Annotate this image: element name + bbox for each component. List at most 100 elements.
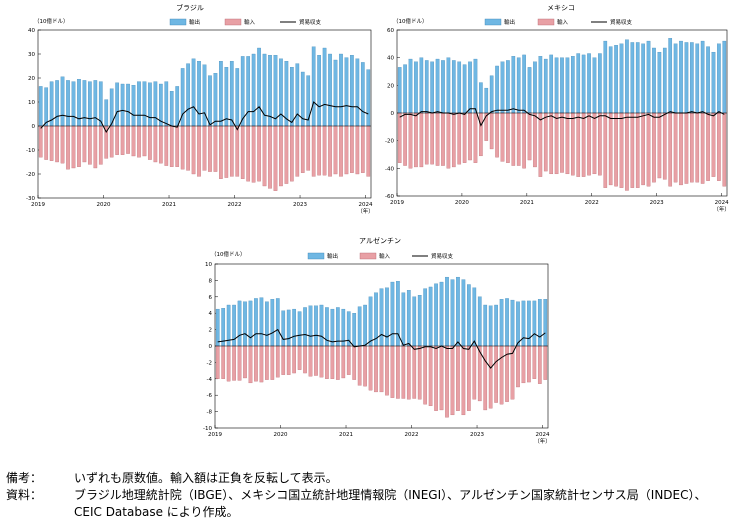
export-bar <box>499 299 504 347</box>
x-tick-label: 2020 <box>97 202 111 208</box>
export-bar <box>88 81 92 127</box>
export-bar <box>506 60 510 114</box>
export-bar <box>142 81 147 127</box>
export-bar <box>717 43 721 114</box>
export-bar <box>516 57 521 114</box>
y-tick-label: 20 <box>387 83 394 89</box>
export-bar <box>625 39 629 114</box>
export-bar <box>153 81 158 127</box>
import-bar <box>434 345 438 411</box>
export-bar <box>290 67 294 127</box>
import-bar <box>197 125 201 177</box>
import-bar <box>295 125 300 177</box>
export-bar <box>722 40 727 114</box>
import-bar <box>401 345 406 399</box>
import-bar <box>221 345 226 379</box>
export-bar <box>603 40 608 114</box>
export-bar <box>608 46 613 114</box>
import-bar <box>565 112 570 175</box>
import-bar <box>532 345 537 379</box>
import-bar <box>560 112 564 173</box>
export-bar <box>516 301 520 347</box>
export-bar <box>243 301 247 347</box>
export-bar <box>186 63 190 127</box>
import-bar <box>275 345 280 378</box>
legend-export-swatch <box>169 18 187 26</box>
import-bar <box>592 112 597 175</box>
legend-import-swatch <box>224 18 242 26</box>
import-bar <box>186 125 190 171</box>
chart-title: メキシコ <box>547 4 575 12</box>
export-bar <box>641 43 645 114</box>
y-tick-label: -2 <box>207 360 212 366</box>
import-bar <box>527 112 532 161</box>
export-bar <box>532 300 537 347</box>
export-bar <box>706 46 710 114</box>
export-bar <box>576 53 581 114</box>
import-bar <box>109 125 114 158</box>
export-bar <box>259 297 264 347</box>
export-bar <box>229 61 234 127</box>
import-bar <box>265 345 269 380</box>
import-bar <box>292 345 296 374</box>
export-bar <box>137 81 141 127</box>
export-bar <box>379 288 384 347</box>
import-bar <box>82 125 87 163</box>
export-bar <box>537 299 542 347</box>
export-bar <box>403 64 407 114</box>
import-bar <box>368 345 373 391</box>
export-bar <box>251 53 256 127</box>
export-bar <box>468 61 472 114</box>
import-bar <box>456 345 460 411</box>
export-bar <box>104 99 109 127</box>
import-bar <box>88 125 92 165</box>
import-bar <box>355 125 360 175</box>
export-bar <box>657 51 662 114</box>
import-bar <box>55 125 59 163</box>
import-bar <box>635 112 640 188</box>
export-bar <box>414 61 418 114</box>
import-bar <box>488 345 493 409</box>
import-bar <box>408 112 413 169</box>
import-bar <box>268 125 272 189</box>
legend-label: 貿易収支 <box>610 18 633 26</box>
brazil-trade-chart: ブラジル （10億ドル） 輸出 輸入 貿易収支 -30 -20 -10 0 10 20 30 40 201… <box>26 3 374 215</box>
import-bar <box>77 125 81 167</box>
import-bar <box>722 112 727 187</box>
import-bar <box>251 125 256 183</box>
y-tick-label: 40 <box>28 28 35 34</box>
legend-import-swatch <box>537 18 555 26</box>
x-tick-label: 2023 <box>293 202 307 208</box>
mexico-trade-chart: メキシコ （10億ドル） 輸出 輸入 貿易収支 -60 -40 -20 0 20 40 60 2019 2… <box>385 4 730 213</box>
export-bar <box>488 305 493 347</box>
export-bar <box>317 55 321 127</box>
export-bar <box>357 306 362 347</box>
import-bar <box>489 112 494 150</box>
import-bar <box>461 345 466 416</box>
y-tick-label: -60 <box>385 194 394 200</box>
import-bar <box>385 345 389 396</box>
import-bar <box>240 125 245 179</box>
export-bar <box>275 298 280 347</box>
import-bar <box>38 125 43 158</box>
x-tick-label: 2022 <box>585 200 599 206</box>
import-bar <box>430 112 434 165</box>
y-tick-label: -20 <box>385 139 394 145</box>
import-bar <box>657 112 662 179</box>
export-bar <box>44 87 49 127</box>
export-bar <box>344 57 349 127</box>
y-tick-label: 2 <box>209 328 213 334</box>
import-bar <box>164 125 169 166</box>
export-bar <box>467 284 471 347</box>
export-bar <box>428 286 433 347</box>
import-bar <box>446 112 451 169</box>
x-tick-label: 2021 <box>162 202 176 208</box>
import-bar <box>690 112 694 183</box>
export-bar <box>319 304 324 347</box>
legend-label: 貿易収支 <box>299 18 322 26</box>
x-axis-unit: （年） <box>357 207 374 215</box>
note-remarks: 備考： いずれも原数値。輸入額は正負を反転して表示。 <box>6 470 707 487</box>
export-bar <box>408 58 413 114</box>
import-bar <box>115 125 119 155</box>
x-tick-label: 2022 <box>405 432 419 438</box>
